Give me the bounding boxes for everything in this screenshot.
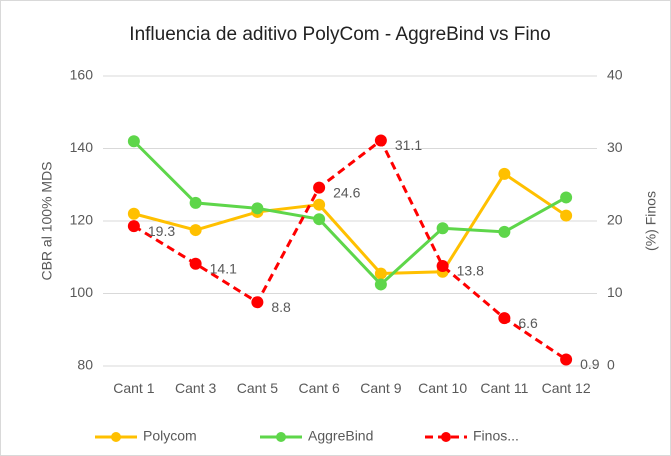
data-label: 8.8 <box>271 299 291 315</box>
y2-tick-label: 0 <box>607 357 615 373</box>
x-tick-label: Cant 11 <box>480 380 529 396</box>
marker <box>127 220 140 233</box>
marker <box>127 207 140 220</box>
y-axis-label: CBR al 100% MDS <box>39 161 55 280</box>
series-line <box>132 140 567 287</box>
marker <box>127 135 140 148</box>
marker <box>313 213 326 226</box>
marker <box>436 222 449 235</box>
series-line <box>133 138 567 361</box>
legend-marker <box>111 432 121 442</box>
marker <box>251 296 264 309</box>
data-label: 31.1 <box>395 137 422 153</box>
marker <box>313 181 326 194</box>
marker <box>560 353 573 366</box>
marker <box>189 257 202 270</box>
legend-marker <box>441 432 451 442</box>
y-tick-label: 160 <box>70 67 94 83</box>
chart-title: Influencia de aditivo PolyCom - AggreBin… <box>129 24 551 45</box>
marker <box>251 202 264 215</box>
x-tick-label: Cant 3 <box>175 380 217 396</box>
data-label: 14.1 <box>210 260 237 276</box>
marker <box>498 225 511 238</box>
x-tick-label: Cant 5 <box>236 380 278 396</box>
y-tick-label: 120 <box>70 212 94 228</box>
marker <box>189 196 202 209</box>
legend-label: Finos... <box>473 428 519 444</box>
data-label: 19.3 <box>148 223 175 239</box>
x-tick-label: Cant 1 <box>113 380 155 396</box>
marker <box>560 191 573 204</box>
marker <box>374 278 387 291</box>
data-label: 6.6 <box>518 315 538 331</box>
legend-marker <box>276 432 286 442</box>
y-tick-label: 80 <box>77 357 93 373</box>
y2-tick-label: 40 <box>607 67 623 83</box>
y-tick-label: 140 <box>70 139 94 155</box>
marker <box>436 259 449 272</box>
marker <box>374 134 387 147</box>
y2-tick-label: 20 <box>607 212 623 228</box>
legend-label: Polycom <box>143 428 197 444</box>
data-label: 13.8 <box>457 263 484 279</box>
x-tick-label: Cant 12 <box>541 380 591 396</box>
legend-label: AggreBind <box>308 428 373 444</box>
data-label: 0.9 <box>580 356 600 372</box>
marker <box>374 267 387 280</box>
y2-tick-label: 30 <box>607 139 623 155</box>
series-line <box>133 171 567 276</box>
data-label: 24.6 <box>333 184 360 200</box>
y-tick-label: 100 <box>70 284 94 300</box>
y2-tick-label: 10 <box>607 284 623 300</box>
marker <box>560 209 573 222</box>
x-tick-label: Cant 9 <box>360 380 402 396</box>
marker <box>313 198 326 211</box>
marker <box>498 312 511 325</box>
marker <box>498 167 511 180</box>
marker <box>189 224 202 237</box>
x-tick-label: Cant 10 <box>418 380 468 396</box>
x-tick-label: Cant 6 <box>298 380 340 396</box>
y2-axis-label: (%) Finos <box>643 191 659 251</box>
